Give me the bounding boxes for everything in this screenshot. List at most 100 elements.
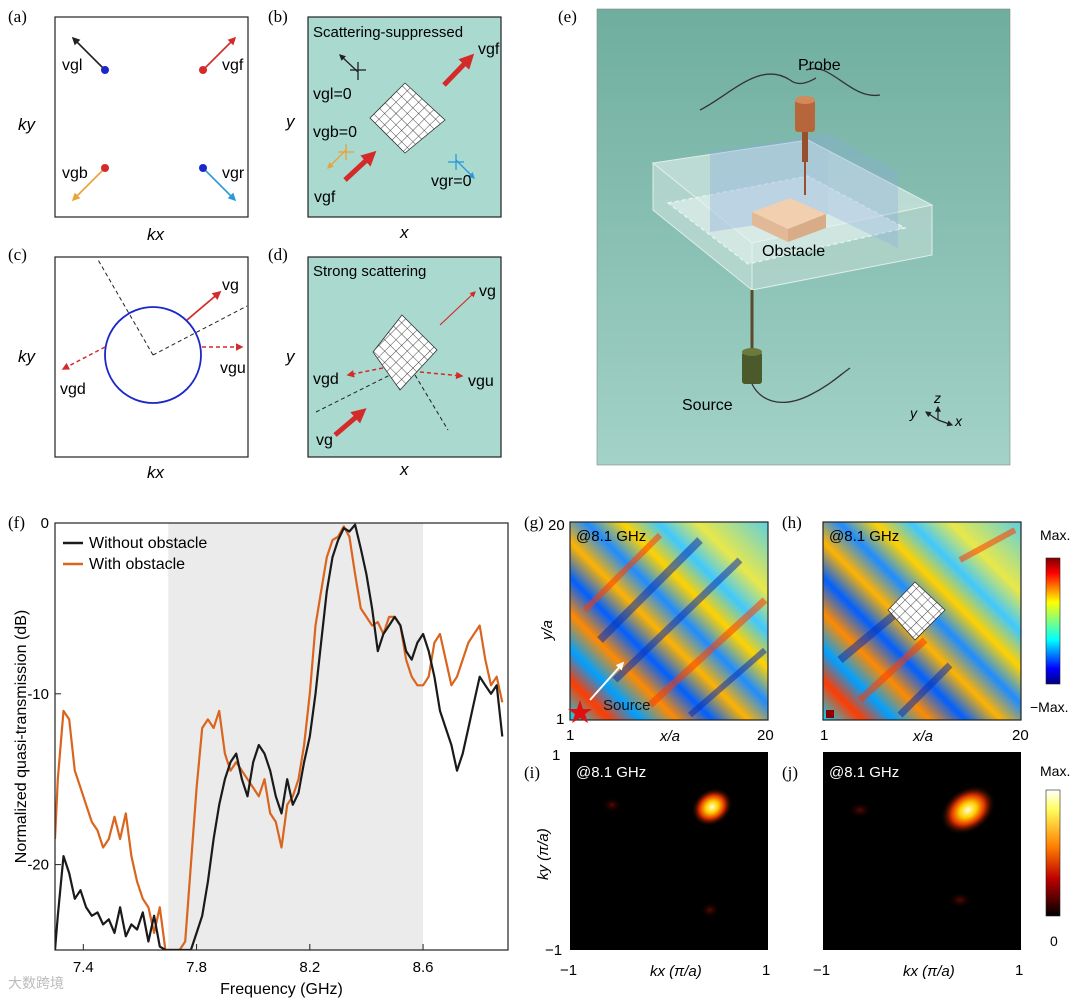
xtick-label-3: 8.6	[413, 959, 434, 976]
panel-label-b: (b)	[268, 7, 288, 26]
freq-g: @8.1 GHz	[576, 528, 646, 545]
ky-label-c: ky	[18, 347, 37, 366]
arrow-vg-bottom-d	[333, 408, 367, 437]
panel-h: (h) @8.1 GHz 1 20 x/a Max. −Max.	[782, 513, 1070, 745]
axis-x-e: x	[954, 413, 963, 429]
panel-b: (b) Scattering-suppressed y x vgf vgl=0 …	[268, 7, 502, 242]
obstacle-b	[369, 82, 446, 154]
label-vgr0: vgr=0	[431, 173, 472, 190]
label-obstacle: Obstacle	[762, 243, 825, 260]
label-vgf-a: vgf	[222, 57, 244, 74]
ytick-label-1: -10	[27, 686, 49, 703]
freq-j: @8.1 GHz	[829, 764, 899, 781]
label-vg-bottom-d: vg	[316, 432, 333, 449]
cb-hot-max: Max.	[1040, 763, 1070, 779]
source-star	[568, 700, 592, 723]
panel-c: (c) ky kx vg vgd vgu	[8, 245, 249, 482]
label-vgu-c: vgu	[220, 360, 246, 377]
j-xlabel: kx (π/a)	[903, 963, 955, 980]
xtick-label-1: 7.8	[186, 959, 207, 976]
panel-label-i: (i)	[524, 763, 540, 782]
h-xlabel: x/a	[912, 728, 933, 745]
arrow-vgf-a	[202, 36, 237, 71]
panel-e: (e) Probe Obstacle Source	[558, 7, 1011, 466]
series-line-1	[55, 525, 504, 950]
panel-g: (g) @8.1 GHz Source 20 1 1 20 x/a y/a	[524, 513, 774, 745]
panel-label-e: (e)	[558, 7, 577, 26]
label-vgl0: vgl=0	[313, 86, 352, 103]
panel-label-a: (a)	[8, 7, 27, 26]
g-ymax: 20	[548, 517, 565, 534]
kx-label-a: kx	[147, 225, 165, 244]
arrow-vgf-bottom	[343, 150, 377, 182]
dot-blue-l	[101, 66, 109, 74]
g-ylabel: y/a	[539, 620, 556, 641]
title-d: Strong scattering	[313, 263, 426, 280]
kx-label-c: kx	[147, 463, 165, 482]
h-xmax: 20	[1012, 727, 1029, 744]
watermark: 大数跨境	[8, 975, 64, 991]
panel-label-d: (d)	[268, 245, 288, 264]
arrow-vgr-b	[455, 159, 475, 179]
label-probe: Probe	[798, 57, 841, 74]
label-vg-c: vg	[222, 277, 239, 294]
panel-label-c: (c)	[8, 245, 27, 264]
i-xmax: 1	[762, 962, 770, 979]
panel-label-g: (g)	[524, 513, 544, 532]
label-vgb: vgb	[62, 165, 88, 182]
cb-jet-max: Max.	[1040, 527, 1070, 543]
dot-red-b	[101, 164, 109, 172]
label-vgr: vgr	[222, 165, 245, 182]
panel-a: (a) ky kx vgl vgf vgb vgr	[8, 7, 249, 244]
j-xmax: 1	[1015, 962, 1023, 979]
label-vgf-bottom: vgf	[314, 189, 336, 206]
j-xmin: −1	[813, 962, 830, 979]
xtick-label-0: 7.4	[73, 959, 94, 976]
plot-frame-f	[54, 522, 509, 951]
panel-label-h: (h)	[782, 513, 802, 532]
legend-label-0: Without obstacle	[89, 535, 207, 552]
arrow-vgl-b	[339, 54, 359, 73]
arrow-vgb-b	[327, 149, 347, 169]
kspace-map-i	[570, 752, 768, 950]
label-vgd-d: vgd	[313, 371, 339, 388]
panel-label-j: (j)	[782, 763, 798, 782]
arrow-vgr	[202, 167, 237, 202]
i-ymax: 1	[552, 747, 560, 764]
i-xmin: −1	[560, 962, 577, 979]
dot-red-f	[199, 66, 207, 74]
ytick-label-0: 0	[41, 515, 49, 532]
g-xlabel: x/a	[659, 728, 680, 745]
shaded-band	[168, 523, 424, 950]
label-vgf-top: vgf	[478, 41, 500, 58]
axis-y-e: y	[909, 405, 918, 421]
ytick-label-2: -20	[27, 857, 49, 874]
arrow-vgu-d	[419, 371, 464, 380]
axis-z-e: z	[933, 390, 941, 406]
ky-label-a: ky	[18, 115, 37, 134]
legend-label-1: With obstacle	[89, 556, 185, 573]
label-vgd-c: vgd	[60, 381, 86, 398]
i-xlabel: kx (π/a)	[650, 963, 702, 980]
i-ylabel: ky (π/a)	[535, 828, 552, 880]
label-vgl: vgl	[62, 57, 82, 74]
panel-label-f: (f)	[8, 513, 25, 532]
xtick-label-2: 8.2	[299, 959, 320, 976]
dot-blue-r	[199, 164, 207, 172]
label-source-e: Source	[682, 397, 733, 414]
series-line-0	[55, 523, 504, 950]
panel-d: (d) Strong scattering y x vg vgd vgu vg	[268, 245, 502, 479]
x-label-d: x	[399, 460, 409, 479]
obstacle-h	[887, 581, 946, 641]
arrow-vgb	[71, 167, 106, 202]
dashed-line-c1	[96, 257, 154, 356]
arrow-vgd-c	[61, 346, 106, 370]
fermi-circle	[104, 306, 202, 404]
title-b: Scattering-suppressed	[313, 24, 463, 41]
arrow-vgd-d	[346, 367, 384, 378]
kspace-map-j	[823, 752, 1021, 950]
panel-i: (i) @8.1 GHz 1 −1 −1 1 kx (π/a) ky (π/a)	[524, 747, 770, 980]
colorbar-jet	[1045, 557, 1061, 685]
obstacle-d	[372, 314, 438, 391]
